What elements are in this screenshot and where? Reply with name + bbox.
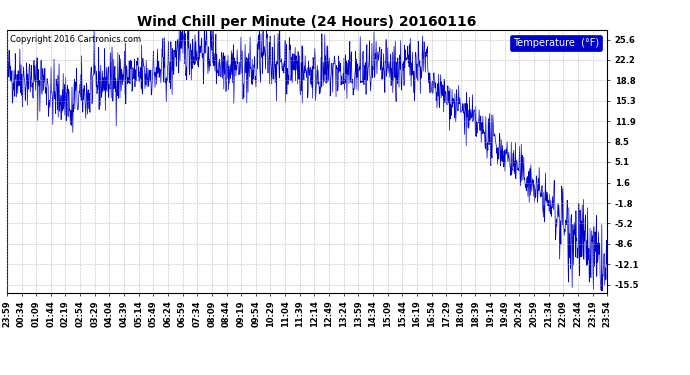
Legend: Temperature  (°F): Temperature (°F)	[511, 35, 602, 51]
Text: Copyright 2016 Cartronics.com: Copyright 2016 Cartronics.com	[10, 35, 141, 44]
Title: Wind Chill per Minute (24 Hours) 20160116: Wind Chill per Minute (24 Hours) 2016011…	[137, 15, 477, 29]
